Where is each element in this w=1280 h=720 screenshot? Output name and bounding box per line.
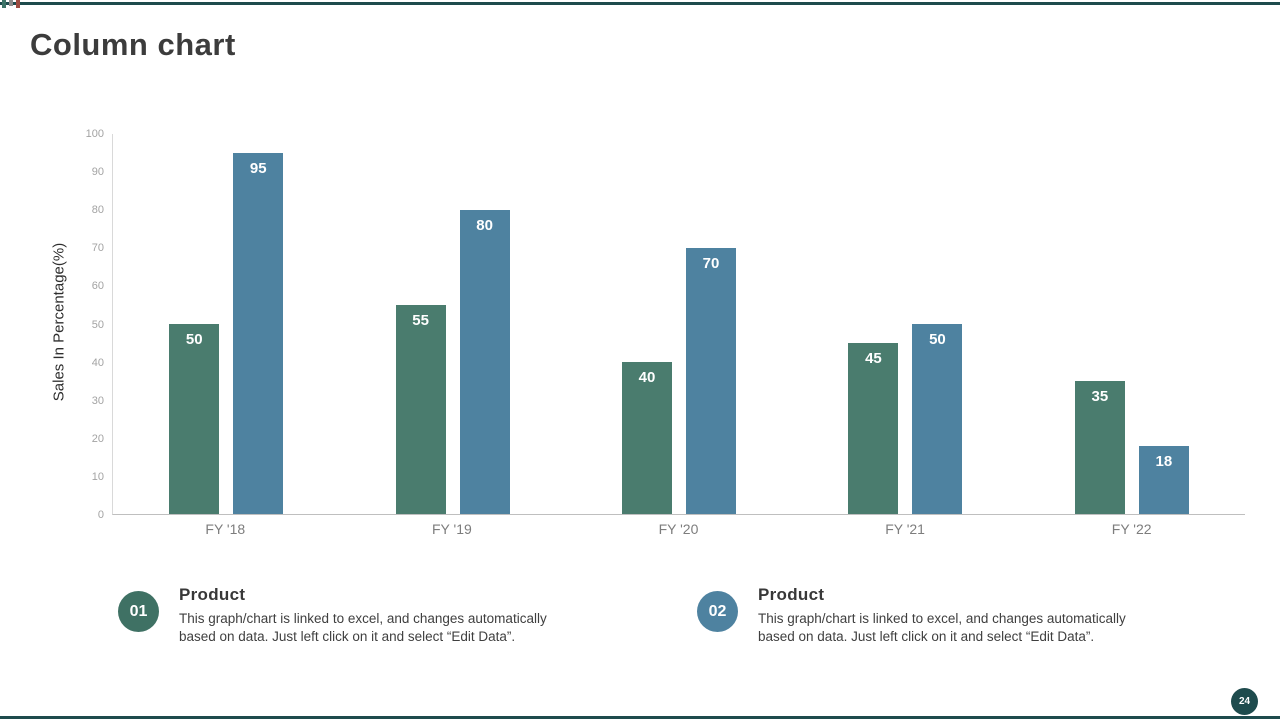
bar-product-01[interactable]: 45 bbox=[848, 343, 899, 514]
y-tick-label: 40 bbox=[91, 356, 104, 369]
bar-value-label: 80 bbox=[476, 217, 493, 234]
bar-value-label: 70 bbox=[702, 255, 720, 272]
callout-number-badge: 01 bbox=[118, 591, 159, 632]
bar-product-02[interactable]: 18 bbox=[1138, 445, 1189, 514]
callout-text-block: Product This graph/chart is linked to ex… bbox=[179, 585, 573, 646]
y-tick-label: 20 bbox=[91, 432, 104, 445]
corner-mark-icon bbox=[2, 0, 6, 8]
x-axis-labels: FY '18 FY '19 FY '20 FY '21 FY '22 bbox=[112, 521, 1245, 537]
y-axis-title: Sales In Percentage(%) bbox=[50, 242, 68, 402]
callout-heading: Product bbox=[179, 585, 246, 604]
y-tick-label: 70 bbox=[91, 242, 104, 255]
y-tick-label: 10 bbox=[91, 470, 104, 483]
bar-product-02[interactable]: 80 bbox=[459, 210, 510, 514]
y-tick-label: 0 bbox=[97, 509, 104, 521]
x-axis-category-label: FY '22 bbox=[1111, 521, 1152, 537]
bar-value-label: 95 bbox=[249, 160, 267, 177]
bar-value-label: 50 bbox=[185, 331, 203, 348]
bar-product-02[interactable]: 95 bbox=[233, 153, 284, 514]
y-tick-label: 80 bbox=[91, 204, 104, 217]
bar-group: 35 18 bbox=[1019, 134, 1245, 514]
bottom-border-line bbox=[0, 716, 1280, 719]
bar-value-label: 35 bbox=[1091, 388, 1109, 405]
bar-value-label: 55 bbox=[412, 312, 429, 329]
page-number-badge: 24 bbox=[1231, 688, 1258, 715]
y-tick-label: 60 bbox=[91, 280, 104, 293]
bar-product-01[interactable]: 50 bbox=[169, 324, 220, 514]
bar-value-label: 18 bbox=[1155, 452, 1173, 470]
callout-body-text: This graph/chart is linked to excel, and… bbox=[758, 611, 1126, 644]
bar-product-02[interactable]: 70 bbox=[686, 248, 737, 514]
y-tick-label: 50 bbox=[91, 318, 104, 331]
callout-text-block: Product This graph/chart is linked to ex… bbox=[758, 585, 1152, 646]
bar-group: 50 95 bbox=[113, 134, 339, 514]
corner-mark-icon bbox=[16, 0, 20, 8]
y-tick-label: 90 bbox=[91, 166, 104, 179]
callout-body-text: This graph/chart is linked to excel, and… bbox=[179, 611, 547, 644]
slide-title: Column chart bbox=[30, 27, 236, 62]
plot-area[interactable]: 50 95 55 80 40 70 45 50 35 18 bbox=[112, 134, 1245, 515]
callout-heading: Product bbox=[758, 585, 825, 604]
bar-group: 45 50 bbox=[792, 134, 1018, 514]
bar-product-01[interactable]: 35 bbox=[1074, 381, 1125, 514]
y-tick-label: 30 bbox=[91, 394, 104, 407]
x-axis-category-label: FY '20 bbox=[658, 521, 699, 537]
x-axis-category-label: FY '21 bbox=[885, 521, 925, 537]
bar-value-label: 40 bbox=[638, 369, 656, 386]
bar-value-label: 50 bbox=[929, 331, 946, 348]
callout-product-01: 01 Product This graph/chart is linked to… bbox=[118, 585, 573, 646]
bar-product-02[interactable]: 50 bbox=[912, 324, 963, 514]
corner-mark-icon bbox=[9, 0, 13, 6]
x-axis-category-label: FY '18 bbox=[205, 521, 246, 537]
x-axis-category-label: FY '19 bbox=[432, 521, 472, 537]
top-border-line bbox=[0, 2, 1280, 5]
bar-group: 55 80 bbox=[339, 134, 565, 514]
bar-value-label: 45 bbox=[865, 350, 882, 367]
bar-product-01[interactable]: 40 bbox=[622, 362, 673, 514]
corner-decoration bbox=[2, 0, 20, 8]
callout-product-02: 02 Product This graph/chart is linked to… bbox=[697, 585, 1152, 646]
callout-number-badge: 02 bbox=[697, 591, 738, 632]
bar-group: 40 70 bbox=[566, 134, 792, 514]
y-tick-label: 100 bbox=[85, 128, 104, 140]
y-axis-ticks: 0 10 20 30 40 50 60 70 80 90 100 bbox=[70, 128, 104, 521]
bar-product-01[interactable]: 55 bbox=[395, 305, 446, 514]
